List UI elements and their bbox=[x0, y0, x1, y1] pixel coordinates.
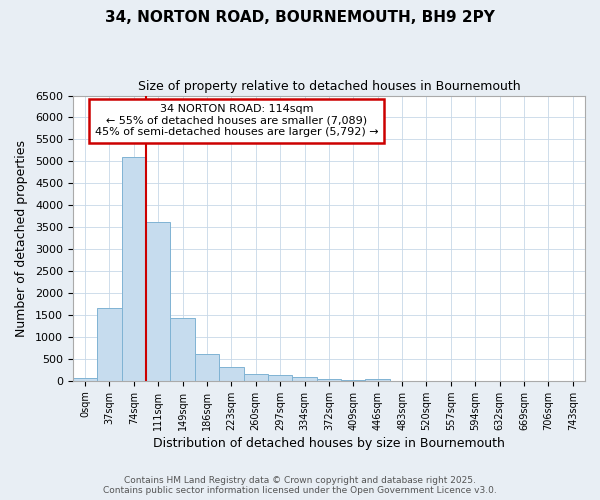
Bar bbox=[195, 354, 219, 381]
Bar bbox=[268, 375, 292, 381]
Title: Size of property relative to detached houses in Bournemouth: Size of property relative to detached ho… bbox=[137, 80, 520, 93]
Bar bbox=[244, 374, 268, 381]
Bar bbox=[365, 378, 390, 381]
Bar bbox=[73, 378, 97, 381]
Text: 34 NORTON ROAD: 114sqm
← 55% of detached houses are smaller (7,089)
45% of semi-: 34 NORTON ROAD: 114sqm ← 55% of detached… bbox=[95, 104, 379, 138]
Text: 34, NORTON ROAD, BOURNEMOUTH, BH9 2PY: 34, NORTON ROAD, BOURNEMOUTH, BH9 2PY bbox=[105, 10, 495, 25]
Bar bbox=[170, 318, 195, 381]
Bar bbox=[97, 308, 122, 381]
Y-axis label: Number of detached properties: Number of detached properties bbox=[15, 140, 28, 336]
Bar bbox=[341, 380, 365, 381]
Bar bbox=[146, 222, 170, 381]
Bar bbox=[122, 157, 146, 381]
Bar bbox=[292, 377, 317, 381]
Bar bbox=[317, 380, 341, 381]
Text: Contains HM Land Registry data © Crown copyright and database right 2025.
Contai: Contains HM Land Registry data © Crown c… bbox=[103, 476, 497, 495]
X-axis label: Distribution of detached houses by size in Bournemouth: Distribution of detached houses by size … bbox=[153, 437, 505, 450]
Bar bbox=[219, 367, 244, 381]
